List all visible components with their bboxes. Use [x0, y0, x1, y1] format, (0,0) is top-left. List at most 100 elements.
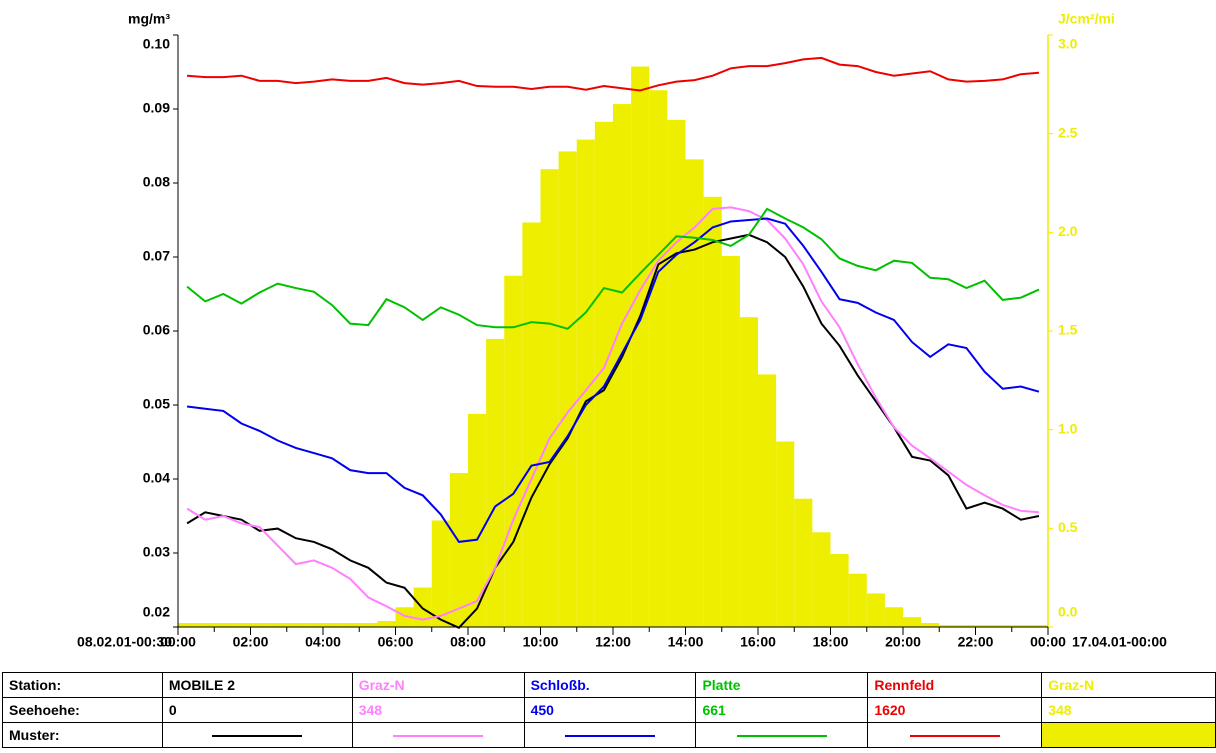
bar — [522, 222, 541, 627]
bar — [504, 275, 523, 627]
line-series — [186, 206, 1040, 621]
chart: mg/m³ J/cm²/mi 08.02.01-00:30 17.04.01-0… — [77, 11, 1167, 650]
x-tick-label: 14:00 — [668, 634, 704, 650]
legend-cell: Rennfeld — [867, 672, 1043, 698]
bar — [377, 621, 396, 627]
line-series — [186, 56, 1040, 92]
x-tick-label: 20:00 — [885, 634, 921, 650]
bar — [703, 196, 722, 627]
bar — [286, 623, 305, 627]
x-tick-label: 16:00 — [740, 634, 776, 650]
y2-tick-label: 1.5 — [1058, 322, 1078, 338]
legend-row: Muster: — [2, 722, 1216, 748]
legend-cell: 348 — [351, 697, 525, 723]
bar — [649, 90, 668, 627]
legend-cell: 450 — [523, 697, 697, 723]
end-date-label: 17.04.01-00:00 — [1072, 634, 1167, 650]
bar — [866, 593, 885, 627]
bar — [268, 623, 287, 627]
bar — [1029, 625, 1048, 627]
legend-cell — [695, 722, 869, 748]
legend-row: Seehoehe: 0 348 450 661 1620 348 — [2, 697, 1216, 723]
legend-swatch — [736, 735, 827, 738]
bar — [794, 498, 813, 627]
line-series — [186, 217, 1040, 543]
line-series — [186, 233, 1040, 629]
x-tick-label: 12:00 — [595, 634, 631, 650]
bar — [178, 623, 197, 627]
legend-table: Station: MOBILE 2 Graz-N Schloßb. Platte Renn… — [2, 672, 1216, 748]
legend-cell — [867, 722, 1043, 748]
y2-tick-label: 1.0 — [1058, 420, 1078, 436]
legend-cell: Graz-N — [351, 672, 525, 698]
row-label: Muster: — [2, 722, 163, 748]
legend-swatch — [909, 735, 1000, 738]
bar — [431, 520, 450, 627]
legend-cell — [523, 722, 697, 748]
x-tick-label: 22:00 — [958, 634, 994, 650]
legend-cell: 348 — [1041, 697, 1216, 723]
bar — [884, 607, 903, 627]
bar — [250, 623, 269, 627]
bar — [667, 119, 686, 627]
bar — [323, 623, 342, 627]
bar — [921, 623, 940, 627]
row-label: Seehoehe: — [2, 697, 163, 723]
y2-tick-label: 2.0 — [1058, 223, 1078, 239]
y2-tick-label: 3.0 — [1058, 36, 1078, 52]
bar — [812, 532, 831, 627]
bar — [993, 625, 1012, 627]
bar — [848, 573, 867, 627]
x-tick-label: 00:00 — [1030, 634, 1066, 650]
y-tick-label: 0.08 — [143, 174, 170, 190]
y-tick-label: 0.04 — [143, 470, 170, 486]
x-tick-label: 04:00 — [305, 634, 341, 650]
bar — [214, 623, 233, 627]
bar — [1011, 625, 1030, 627]
y-axis-label: mg/m³ — [128, 11, 170, 27]
bar — [304, 623, 323, 627]
bar — [631, 66, 650, 627]
bar — [196, 623, 215, 627]
x-tick-label: 18:00 — [813, 634, 849, 650]
y2-tick-label: 2.5 — [1058, 124, 1078, 140]
x-tick-label: 00:00 — [160, 634, 196, 650]
bar — [957, 625, 976, 627]
row-label: Station: — [2, 672, 163, 698]
y2-tick-label: 0.0 — [1058, 604, 1078, 620]
legend-swatch — [212, 735, 303, 738]
legend-cell: Graz-N — [1041, 672, 1216, 698]
y-tick-label: 0.02 — [143, 604, 170, 620]
legend-cell: 0 — [161, 697, 353, 723]
bar — [468, 413, 487, 627]
legend-cell: MOBILE 2 — [161, 672, 353, 698]
bar — [395, 607, 414, 627]
legend-swatch — [393, 735, 484, 738]
bar — [939, 625, 958, 627]
x-tick-label: 06:00 — [378, 634, 414, 650]
bar — [540, 169, 559, 628]
legend-cell: Platte — [695, 672, 869, 698]
legend-cell — [161, 722, 353, 748]
bar — [685, 159, 704, 627]
bar — [576, 139, 595, 627]
bar — [776, 441, 795, 627]
legend-cell: Schloßb. — [523, 672, 697, 698]
bar — [739, 317, 758, 627]
bar — [558, 151, 577, 627]
legend-cell — [351, 722, 525, 748]
y-tick-label: 0.07 — [143, 248, 170, 264]
y-tick-label: 0.06 — [143, 322, 170, 338]
bar — [341, 623, 360, 627]
bar — [830, 553, 849, 627]
y-tick-label: 0.10 — [143, 36, 170, 52]
line-series — [186, 207, 1040, 330]
y2-tick-label: 0.5 — [1058, 519, 1078, 535]
legend-cell: 1620 — [867, 697, 1043, 723]
legend-swatch — [565, 735, 656, 738]
bar — [975, 625, 994, 627]
bar — [721, 256, 740, 627]
y2-axis-label: J/cm²/mi — [1058, 11, 1115, 27]
y-tick-label: 0.03 — [143, 544, 170, 560]
